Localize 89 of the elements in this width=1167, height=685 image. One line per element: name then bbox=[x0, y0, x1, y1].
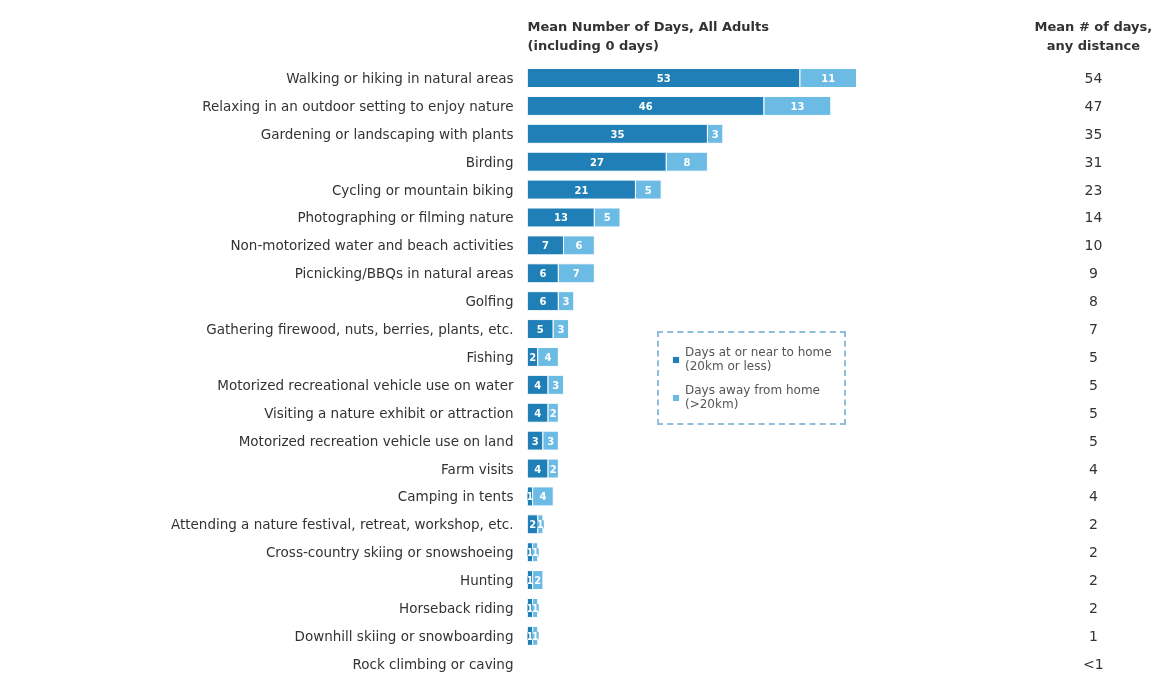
y-tick-label: Walking or hiking in natural areas bbox=[286, 70, 514, 87]
y-tick-label: Non-motorized water and beach activities bbox=[230, 237, 514, 254]
y-tick-label: Cross-country skiing or snowshoeing bbox=[265, 544, 514, 561]
data-label: 7 bbox=[572, 268, 580, 280]
text: 10 bbox=[1084, 237, 1103, 254]
text: 2 bbox=[1088, 599, 1098, 616]
data-label: 2 bbox=[549, 407, 557, 419]
data-label: 2 bbox=[534, 575, 542, 587]
y-tick-label: Gardening or landscaping with plants bbox=[260, 125, 514, 142]
data-label: 5 bbox=[603, 212, 611, 224]
text: 2 bbox=[1088, 544, 1098, 561]
text: 47 bbox=[1084, 97, 1103, 114]
data-label: 3 bbox=[531, 435, 539, 447]
text: 1 bbox=[1088, 627, 1098, 644]
data-label: 1 bbox=[531, 630, 539, 642]
text: 5 bbox=[1088, 376, 1098, 393]
legend-label: Days away from home (>20km) bbox=[685, 383, 820, 411]
data-label: 4 bbox=[539, 491, 547, 503]
data-label: 3 bbox=[562, 296, 570, 308]
text: 4 bbox=[1088, 460, 1098, 477]
data-label: 2 bbox=[529, 519, 537, 531]
y-tick-label: Relaxing in an outdoor setting to enjoy nature bbox=[202, 97, 514, 114]
data-label: 13 bbox=[790, 100, 805, 112]
chart-title: Mean Number of Days, All Adults (including 0 days) bbox=[527, 18, 770, 54]
text: 5 bbox=[1088, 348, 1098, 365]
data-label: 6 bbox=[539, 268, 547, 280]
data-label: 4 bbox=[544, 351, 552, 363]
data-label: 5 bbox=[644, 184, 652, 196]
text: 31 bbox=[1084, 153, 1103, 170]
y-tick-label: Golfing bbox=[465, 293, 514, 310]
data-label: 3 bbox=[711, 128, 719, 140]
data-label: 4 bbox=[534, 463, 542, 475]
text: 35 bbox=[1084, 125, 1103, 142]
y-tick-label: Photographing or filming nature bbox=[297, 209, 514, 226]
y-tick-label: Horseback riding bbox=[399, 599, 514, 616]
text: 5 bbox=[1088, 432, 1098, 449]
text: 9 bbox=[1088, 265, 1098, 282]
legend-label: Days at or near to home (20km or less) bbox=[685, 345, 832, 373]
text: 2 bbox=[1088, 572, 1098, 589]
y-tick-label: Cycling or mountain biking bbox=[331, 181, 514, 198]
y-tick-label: Rock climbing or caving bbox=[352, 655, 514, 672]
data-label: 3 bbox=[547, 435, 555, 447]
y-tick-label: Motorized recreational vehicle use on water bbox=[217, 376, 514, 393]
data-label: 1 bbox=[526, 547, 534, 559]
y-tick-label: Attending a nature festival, retreat, workshop, etc. bbox=[170, 516, 514, 533]
y-tick-label: Birding bbox=[465, 153, 514, 170]
data-label: 6 bbox=[575, 240, 583, 252]
data-label: 2 bbox=[549, 463, 557, 475]
text: 5 bbox=[1088, 404, 1098, 421]
y-tick-label: Downhill skiing or snowboarding bbox=[294, 627, 514, 644]
y-tick-label: Motorized recreation vehicle use on land bbox=[238, 432, 514, 449]
y-tick-label: Camping in tents bbox=[397, 488, 514, 505]
y-tick-label: Hunting bbox=[460, 572, 514, 589]
data-label: 1 bbox=[531, 602, 539, 614]
y-tick-label: Visiting a nature exhibit or attraction bbox=[264, 404, 514, 421]
data-label: 4 bbox=[534, 407, 542, 419]
text: 2 bbox=[1088, 516, 1098, 533]
data-label: 6 bbox=[539, 296, 547, 308]
data-label: 35 bbox=[610, 128, 625, 140]
text: 23 bbox=[1084, 181, 1103, 198]
text: 54 bbox=[1084, 70, 1103, 87]
data-label: 5 bbox=[536, 324, 544, 336]
data-label: 46 bbox=[638, 100, 653, 112]
data-label: 53 bbox=[656, 73, 671, 85]
y-tick-label: Fishing bbox=[466, 348, 514, 365]
y-tick-label: Picnicking/BBQs in natural areas bbox=[294, 265, 514, 282]
data-label: 2 bbox=[529, 351, 537, 363]
data-label: 11 bbox=[821, 73, 836, 85]
data-label: 21 bbox=[574, 184, 589, 196]
data-label: 1 bbox=[526, 630, 534, 642]
data-label: 27 bbox=[589, 156, 604, 168]
text: 8 bbox=[1088, 293, 1098, 310]
data-label: 4 bbox=[534, 379, 542, 391]
data-label: 1 bbox=[536, 519, 544, 531]
text: 14 bbox=[1084, 209, 1103, 226]
data-label: 3 bbox=[552, 379, 560, 391]
data-label: 7 bbox=[542, 240, 550, 252]
data-label: 13 bbox=[553, 212, 568, 224]
data-label: 1 bbox=[526, 602, 534, 614]
text: 7 bbox=[1088, 321, 1098, 338]
bar bbox=[532, 486, 554, 507]
y-tick-label: Gathering firewood, nuts, berries, plants, etc. bbox=[206, 321, 514, 338]
text: <1 bbox=[1083, 655, 1104, 672]
data-label: 1 bbox=[531, 547, 539, 559]
text: Mean # of days, any distance bbox=[1034, 18, 1153, 54]
y-tick-label: Farm visits bbox=[441, 460, 514, 477]
data-label: 8 bbox=[683, 156, 691, 168]
text: 4 bbox=[1088, 488, 1098, 505]
data-label: 3 bbox=[557, 324, 565, 336]
